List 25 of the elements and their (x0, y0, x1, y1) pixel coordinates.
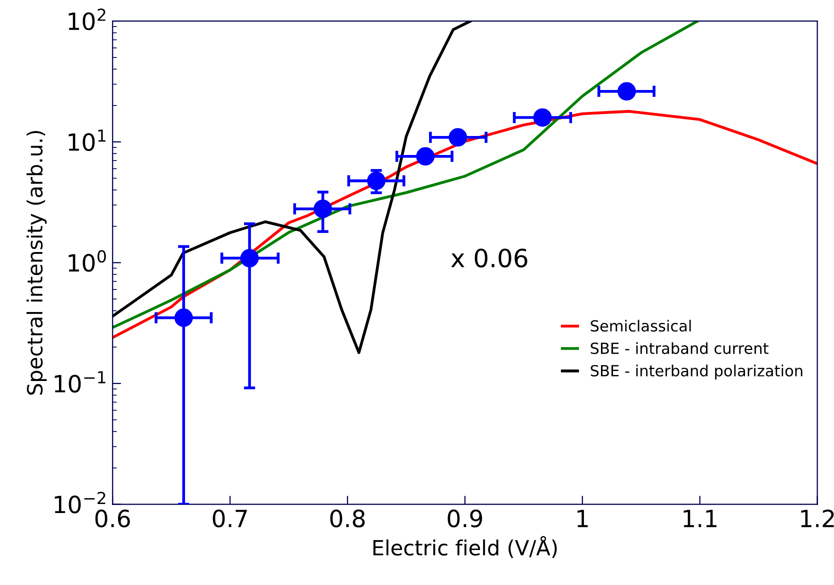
x-tick-label: 1.2 (801, 510, 834, 528)
x-tick-label: 1.1 (684, 510, 716, 528)
x-axis-title: Electric field (V/Å) (373, 536, 557, 558)
point (448, 128, 468, 147)
point (240, 248, 259, 268)
y-tick-label: 10$^{−1}$ (54, 371, 106, 393)
line-series (112, 21, 472, 354)
legend-label: SBE - intraband current (590, 342, 768, 354)
point (617, 82, 636, 101)
x-tick-label: 0.8 (330, 510, 365, 528)
point (367, 172, 386, 190)
y-tick-label: 10$^{0}$ (68, 250, 106, 272)
x-tick-label: 1 (577, 510, 588, 528)
y-tick-label: 10$^{2}$ (68, 8, 106, 30)
x-tick-label: 0.9 (448, 510, 482, 528)
x-tick-label: 0.7 (212, 510, 247, 528)
legend-label: SBE - interband polarization (590, 364, 802, 380)
point (174, 308, 193, 327)
annotation: x 0.06 (451, 248, 528, 268)
point (416, 147, 435, 166)
legend-label: Semiclassical (590, 320, 691, 332)
point (314, 200, 332, 218)
point (533, 108, 552, 127)
y-tick-label: 10$^{1}$ (68, 130, 106, 152)
y-axis-title: Spectral intensity (arb.u.) (26, 131, 47, 395)
